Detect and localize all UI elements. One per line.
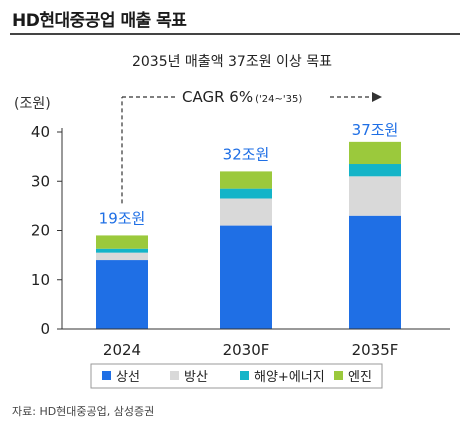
legend-label: 상선 — [116, 370, 140, 385]
chart-title: 2035년 매출액 37조원 이상 목표 — [132, 54, 332, 70]
legend-label: 해양+에너지 — [254, 370, 325, 385]
y-axis: 0 10 20 30 40 — [31, 123, 63, 338]
bar-segment — [349, 164, 401, 177]
y-tick-label: 0 — [40, 320, 50, 338]
cagr-annotation: CAGR 6% ('24~'35) — [121, 88, 382, 204]
bar-segment — [96, 260, 148, 329]
legend-swatch — [170, 371, 179, 380]
bar-segment — [349, 176, 401, 216]
bar-segment — [96, 248, 148, 253]
x-axis: 2024 2030F 2035F — [62, 328, 450, 359]
stacked-bar-chart: 2035년 매출액 37조원 이상 목표 (조원) CAGR 6% ('24~'3… — [14, 54, 450, 389]
cagr-arrowhead — [372, 92, 382, 102]
source-note: 자료: HD현대중공업, 삼성증권 — [12, 405, 155, 418]
legend-swatch — [240, 371, 249, 380]
cagr-label: CAGR 6% ('24~'35) — [182, 88, 302, 106]
legend-swatch — [334, 371, 343, 380]
bar-segment — [220, 188, 272, 199]
legend-box — [90, 363, 383, 389]
x-tick-label: 2035F — [352, 341, 399, 359]
bar-segment — [96, 235, 148, 249]
title-divider — [10, 33, 460, 35]
y-tick-label: 20 — [31, 222, 50, 240]
bar-segment — [220, 198, 272, 226]
bar-segment — [349, 141, 401, 165]
cagr-period: ('24~'35) — [255, 94, 302, 105]
bars-layer — [96, 141, 401, 329]
bar-segment — [220, 171, 272, 189]
bar-segment — [349, 215, 401, 329]
legend-label: 엔진 — [348, 370, 372, 385]
legend-swatch — [102, 371, 111, 380]
legend: 상선 방산 해양+에너지 엔진 — [90, 363, 383, 389]
total-label: 32조원 — [223, 145, 270, 163]
legend-label: 방산 — [184, 370, 208, 385]
total-label: 37조원 — [352, 121, 399, 139]
bar-segment — [220, 225, 272, 329]
y-tick-label: 30 — [31, 172, 50, 190]
y-tick-label: 10 — [31, 271, 50, 289]
x-tick-label: 2024 — [103, 341, 141, 359]
total-label: 19조원 — [99, 209, 146, 227]
bar-segment — [96, 252, 148, 261]
page-title: HD현대중공업 매출 목표 — [12, 11, 187, 31]
x-tick-label: 2030F — [223, 341, 270, 359]
y-tick-label: 40 — [31, 123, 50, 141]
y-axis-label: (조원) — [14, 96, 51, 112]
total-labels: 19조원 32조원 37조원 — [99, 121, 399, 228]
cagr-value: CAGR 6% — [182, 88, 253, 106]
